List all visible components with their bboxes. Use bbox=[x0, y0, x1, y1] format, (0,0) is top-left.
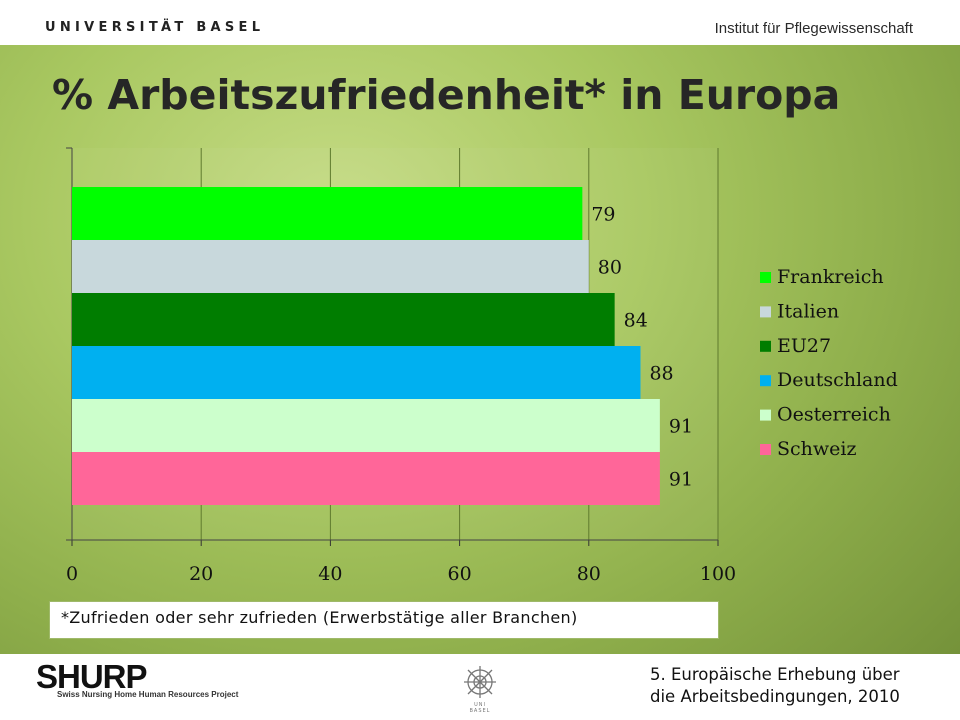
footnote: *Zufrieden oder sehr zufrieden (Erwerbst… bbox=[49, 601, 719, 639]
bar-eu27 bbox=[72, 293, 615, 346]
university-name: UNIVERSITÄT BASEL bbox=[45, 20, 265, 35]
legend-label-frankreich: Frankreich bbox=[777, 266, 884, 288]
legend-label-schweiz: Schweiz bbox=[777, 438, 857, 460]
bar-oesterreich bbox=[72, 399, 660, 452]
header-bar: UNIVERSITÄT BASEL Institut für Pflegewis… bbox=[0, 0, 960, 45]
bar-frankreich bbox=[72, 187, 583, 240]
x-tick-label: 40 bbox=[318, 563, 342, 585]
legend-swatch-deutschland bbox=[760, 375, 771, 387]
data-label-deutschland: 88 bbox=[649, 363, 673, 385]
bar-schweiz bbox=[72, 452, 660, 505]
legend-swatch-frankreich bbox=[760, 272, 771, 283]
university-seal-icon: UNI BASEL bbox=[464, 666, 496, 714]
x-tick-label: 100 bbox=[700, 563, 736, 585]
legend-label-eu27: EU27 bbox=[777, 335, 831, 357]
bar-deutschland bbox=[72, 346, 641, 399]
svg-text:BASEL: BASEL bbox=[470, 708, 491, 714]
data-label-eu27: 84 bbox=[624, 310, 648, 332]
x-tick-label: 20 bbox=[189, 563, 213, 585]
legend-label-italien: Italien bbox=[777, 300, 839, 322]
shurp-logo-subtitle: Swiss Nursing Home Human Resources Proje… bbox=[57, 690, 239, 699]
source-line-1: 5. Europäische Erhebung über bbox=[650, 665, 900, 684]
svg-text:UNI: UNI bbox=[474, 702, 486, 708]
legend-label-deutschland: Deutschland bbox=[777, 369, 898, 391]
legend-swatch-italien bbox=[760, 306, 771, 318]
shurp-logo: SHURP bbox=[36, 658, 148, 695]
legend-swatch-schweiz bbox=[760, 444, 771, 455]
data-label-frankreich: 79 bbox=[591, 204, 615, 226]
data-label-italien: 80 bbox=[598, 257, 622, 279]
legend-swatch-eu27 bbox=[760, 340, 771, 352]
x-tick-label: 0 bbox=[66, 563, 78, 585]
source-line-2: die Arbeitsbedingungen, 2010 bbox=[650, 687, 900, 706]
bar-italien bbox=[72, 240, 589, 293]
legend-label-oesterreich: Oesterreich bbox=[777, 404, 891, 426]
x-tick-label: 80 bbox=[577, 563, 601, 585]
institute-name: Institut für Pflegewissenschaft bbox=[714, 20, 913, 37]
page-title: % Arbeitszufriedenheit* in Europa bbox=[52, 71, 841, 119]
bar-chart: 0 20 40 60 80 100 79 80 84 88 91 91 Frankreich Italie… bbox=[66, 147, 898, 585]
legend-swatch-oesterreich bbox=[760, 409, 771, 421]
x-tick-label: 60 bbox=[448, 563, 472, 585]
data-label-schweiz: 91 bbox=[669, 469, 693, 491]
data-label-oesterreich: 91 bbox=[669, 416, 693, 438]
source-note: 5. Europäische Erhebung über die Arbeits… bbox=[650, 664, 900, 708]
